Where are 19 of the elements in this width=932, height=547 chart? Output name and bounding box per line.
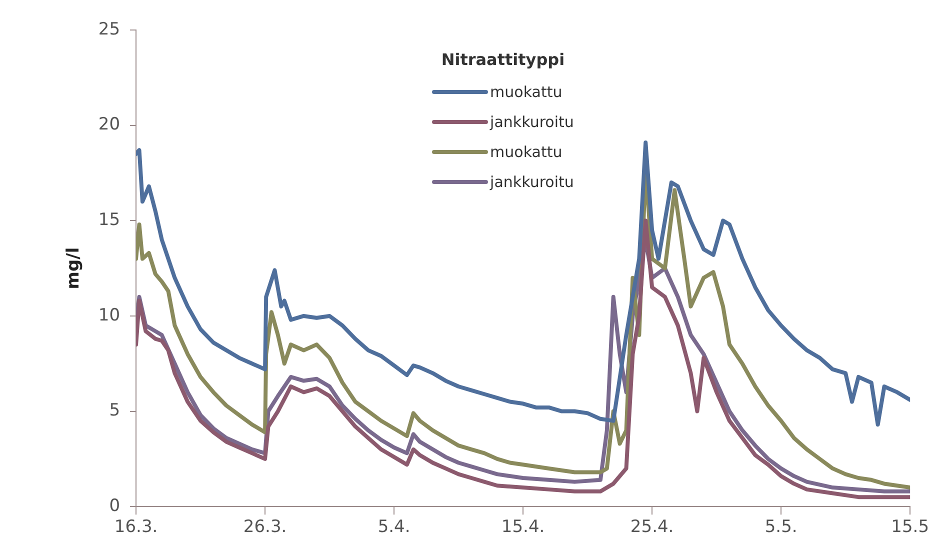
x-tick-label: 5.5. [764,517,798,538]
y-tick-label: 15 [98,210,120,230]
y-tick-label: 10 [98,305,120,326]
x-tick-label: 25.4. [630,517,674,538]
x-tick-label: 5.4. [378,517,410,538]
y-tick-label: 25 [98,19,120,40]
y-tick-label: 20 [98,114,120,135]
y-tick-label: 5 [109,400,120,421]
legend-label: muokattu [490,143,562,161]
legend-label: muokattu [490,83,562,101]
x-tick-label: 15.4. [501,517,545,538]
x-tick-label: 26.3. [243,517,287,538]
legend-title: Nitraattityppi [440,50,566,69]
x-tick-label: 16.3. [114,517,158,538]
legend-label: jankkuroitu [490,113,574,131]
y-tick-label: 0 [109,496,120,516]
y-axis-title: mg/l [64,247,84,290]
legend-label: jankkuroitu [490,173,574,191]
x-tick-label: 15.5 [891,517,930,538]
